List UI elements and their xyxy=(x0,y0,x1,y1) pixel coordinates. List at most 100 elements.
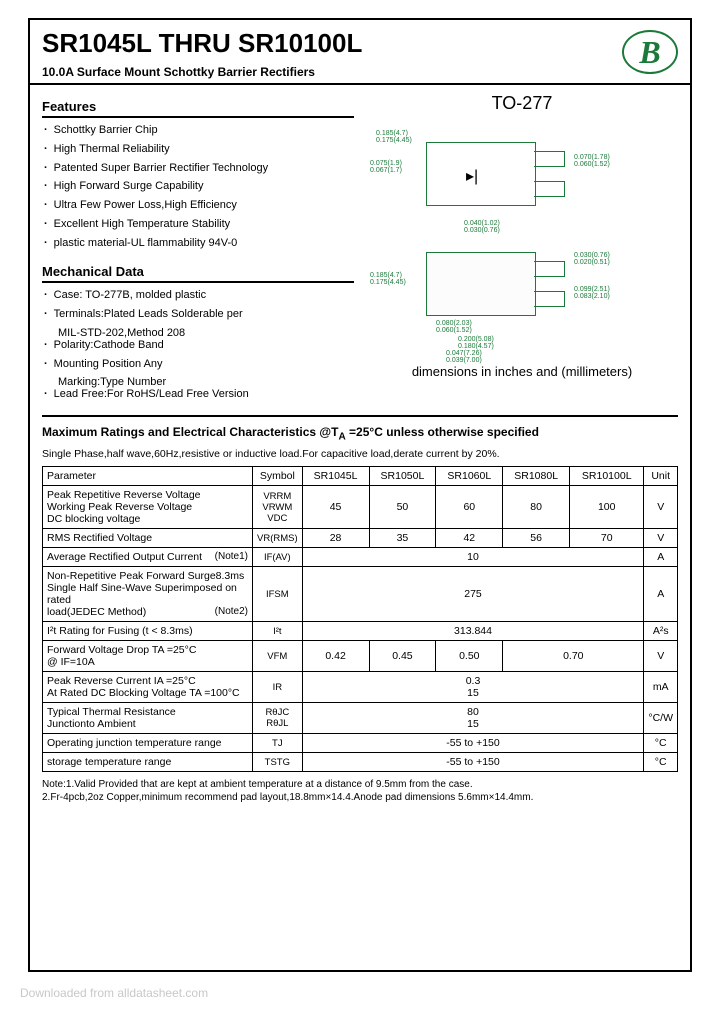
document-title: SR1045L THRU SR10100L xyxy=(42,28,622,59)
unit-cell: V xyxy=(644,486,678,529)
param-cell: RMS Rectified Voltage xyxy=(43,529,253,548)
list-item: Excellent High Temperature Stability xyxy=(44,218,354,232)
value-cell: 0.315 xyxy=(302,672,644,703)
ratings-heading: Maximum Ratings and Electrical Character… xyxy=(42,415,678,442)
unit-cell: A xyxy=(644,567,678,622)
spec-table: ParameterSymbolSR1045LSR1050LSR1060LSR10… xyxy=(42,466,678,772)
param-cell: Operating junction temperature range xyxy=(43,734,253,753)
list-item: Case: TO-277B, molded plastic xyxy=(44,289,354,303)
param-cell: I²t Rating for Fusing (t < 8.3ms) xyxy=(43,622,253,641)
value-cell: 8015 xyxy=(302,703,644,734)
watermark: Downloaded from alldatasheet.com xyxy=(20,986,208,1000)
unit-cell: mA xyxy=(644,672,678,703)
table-header-cell: Symbol xyxy=(253,467,303,486)
footnote: Note:1.Valid Provided that are kept at a… xyxy=(42,778,678,804)
table-header-cell: SR10100L xyxy=(570,467,644,486)
symbol-cell: VR(RMS) xyxy=(253,529,303,548)
value-cell: 313.844 xyxy=(302,622,644,641)
ratings-note: Single Phase,half wave,60Hz,resistive or… xyxy=(42,448,678,460)
dim-text: 0.040(1.02)0.030(0.76) xyxy=(464,220,500,234)
value-cell: 80 xyxy=(503,486,570,529)
company-logo: B xyxy=(622,30,678,74)
header: SR1045L THRU SR10100L 10.0A Surface Moun… xyxy=(30,20,690,85)
header-text: SR1045L THRU SR10100L 10.0A Surface Moun… xyxy=(42,28,622,79)
package-diagram: ▸| 0.185(4.7)0.175(4.45) 0.075(1.9)0.067… xyxy=(366,120,678,360)
package-top-view xyxy=(426,142,536,206)
left-column: Features Schottky Barrier ChipHigh Therm… xyxy=(42,93,354,407)
unit-cell: A²s xyxy=(644,622,678,641)
body: Features Schottky Barrier ChipHigh Therm… xyxy=(30,85,690,812)
value-cell: 0.70 xyxy=(503,641,644,672)
symbol-cell: RθJCRθJL xyxy=(253,703,303,734)
table-header-row: ParameterSymbolSR1045LSR1050LSR1060LSR10… xyxy=(43,467,678,486)
package-bottom-view xyxy=(426,252,536,316)
dim-text: 0.030(0.76)0.020(0.51) xyxy=(574,252,610,266)
dim-text: 0.185(4.7)0.175(4.45) xyxy=(376,130,412,144)
package-label: TO-277 xyxy=(366,93,678,114)
value-cell: 100 xyxy=(570,486,644,529)
mechanical-heading: Mechanical Data xyxy=(42,264,354,283)
list-item: Terminals:Plated Leads Solderable per xyxy=(44,308,354,322)
symbol-cell: IR xyxy=(253,672,303,703)
value-cell: -55 to +150 xyxy=(302,753,644,772)
list-item: High Thermal Reliability xyxy=(44,143,354,157)
value-cell: 70 xyxy=(570,529,644,548)
table-row: Operating junction temperature rangeTJ-5… xyxy=(43,734,678,753)
dim-text: 0.070(1.78)0.060(1.52) xyxy=(574,154,610,168)
dim-text: 0.047(7.26)0.039(7.00) xyxy=(446,350,482,364)
ratings-heading-text: Maximum Ratings and Electrical Character… xyxy=(42,425,338,439)
param-cell: Forward Voltage Drop TA =25°C @ IF=10A xyxy=(43,641,253,672)
unit-cell: °C xyxy=(644,734,678,753)
document-subtitle: 10.0A Surface Mount Schottky Barrier Rec… xyxy=(42,65,622,79)
ratings-heading-sub: A xyxy=(338,431,345,442)
top-section: Features Schottky Barrier ChipHigh Therm… xyxy=(42,93,678,407)
unit-cell: °C xyxy=(644,753,678,772)
table-header-cell: Parameter xyxy=(43,467,253,486)
symbol-cell: IF(AV) xyxy=(253,548,303,567)
param-cell: Average Rectified Output Current(Note1) xyxy=(43,548,253,567)
features-heading: Features xyxy=(42,99,354,118)
unit-cell: V xyxy=(644,641,678,672)
table-header-cell: SR1080L xyxy=(503,467,570,486)
value-cell: 35 xyxy=(369,529,436,548)
table-header-cell: SR1045L xyxy=(302,467,369,486)
value-cell: 42 xyxy=(436,529,503,548)
table-header-cell: SR1060L xyxy=(436,467,503,486)
list-item-sub: Marking:Type Number xyxy=(44,376,354,388)
list-item: Lead Free:For RoHS/Lead Free Version xyxy=(44,388,354,402)
value-cell: 0.45 xyxy=(369,641,436,672)
ratings-heading-tail: =25°C unless otherwise specified xyxy=(346,425,539,439)
spec-table-head: ParameterSymbolSR1045LSR1050LSR1060LSR10… xyxy=(43,467,678,486)
dim-text: 0.200(5.08)0.180(4.57) xyxy=(458,336,494,350)
table-row: I²t Rating for Fusing (t < 8.3ms)I²t313.… xyxy=(43,622,678,641)
value-cell: 45 xyxy=(302,486,369,529)
value-cell: -55 to +150 xyxy=(302,734,644,753)
note-label: (Note2) xyxy=(215,606,248,617)
symbol-cell: TSTG xyxy=(253,753,303,772)
list-item: Mounting Position Any xyxy=(44,358,354,372)
list-item: High Forward Surge Capability xyxy=(44,180,354,194)
dim-text: 0.099(2.51)0.083(2.10) xyxy=(574,286,610,300)
symbol-cell: VFM xyxy=(253,641,303,672)
table-row: storage temperature rangeTSTG-55 to +150… xyxy=(43,753,678,772)
table-row: Non-Repetitive Peak Forward Surge8.3msSi… xyxy=(43,567,678,622)
param-cell: storage temperature range xyxy=(43,753,253,772)
value-cell: 56 xyxy=(503,529,570,548)
table-row: Peak Reverse Current IA =25°CAt Rated DC… xyxy=(43,672,678,703)
list-item: Ultra Few Power Loss,High Efficiency xyxy=(44,199,354,213)
value-cell: 50 xyxy=(369,486,436,529)
list-item: plastic material-UL flammability 94V-0 xyxy=(44,237,354,251)
dimensions-caption: dimensions in inches and (millimeters) xyxy=(366,364,678,379)
table-header-cell: Unit xyxy=(644,467,678,486)
symbol-cell: I²t xyxy=(253,622,303,641)
features-list: Schottky Barrier ChipHigh Thermal Reliab… xyxy=(42,124,354,250)
symbol-cell: VRRMVRWMVDC xyxy=(253,486,303,529)
list-item-sub: MIL-STD-202,Method 208 xyxy=(44,327,354,339)
table-row: Peak Repetitive Reverse VoltageWorking P… xyxy=(43,486,678,529)
param-cell: Peak Repetitive Reverse VoltageWorking P… xyxy=(43,486,253,529)
note-label: (Note1) xyxy=(215,551,248,562)
list-item: Polarity:Cathode Band xyxy=(44,339,354,353)
value-cell: 0.42 xyxy=(302,641,369,672)
value-cell: 28 xyxy=(302,529,369,548)
table-row: Average Rectified Output Current(Note1)I… xyxy=(43,548,678,567)
